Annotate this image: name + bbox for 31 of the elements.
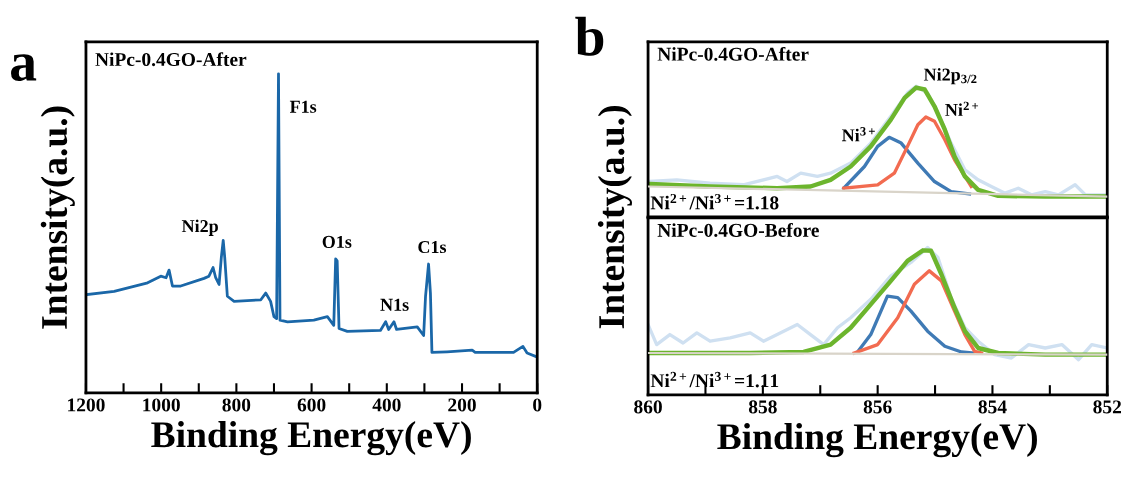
x-tick-label: 600	[297, 398, 326, 412]
annotation: Ni$^{2+}$/Ni$^{3+}$=1.11	[650, 371, 779, 388]
x-axis-title: Binding Energy(eV)	[717, 422, 1037, 458]
annotation: Ni$^{3+}$	[841, 127, 875, 142]
x-tick-label: 800	[222, 398, 251, 412]
text: NiPc-0.4GO-After	[95, 52, 247, 67]
y-axis-title: Intensity(a.u.)	[40, 106, 75, 329]
x-tick-label: 400	[372, 398, 401, 412]
annotation: F1s	[289, 100, 317, 113]
x-tick-label: 1200	[68, 398, 105, 412]
x-tick-label: 856	[863, 400, 892, 414]
x-tick-label: 854	[978, 400, 1007, 414]
text: NiPc-0.4GO-Before	[657, 223, 819, 237]
annotation: Ni$^{2+}$	[945, 101, 979, 116]
annotation: Ni2p$_{3/2}$	[923, 67, 977, 85]
x-tick-label: 0	[533, 398, 542, 412]
annotation: N1s	[380, 298, 409, 311]
x-tick-label: 858	[748, 400, 777, 414]
x-tick-label: 852	[1093, 400, 1121, 414]
chart-title: b	[575, 16, 604, 56]
y-axis-title: Intensity(a.u.)	[597, 106, 632, 329]
x-axis-title: Binding Energy(eV)	[151, 421, 471, 456]
annotation: C1s	[418, 240, 447, 254]
x-tick-label: 860	[634, 400, 662, 414]
annotation: Ni$^{2+}$/Ni$^{3+}$=1.18	[650, 193, 779, 210]
annotation: O1s	[322, 235, 352, 248]
x-tick-label: 200	[448, 398, 476, 412]
x-tick-label: 1000	[143, 398, 180, 412]
annotation: Ni2p	[181, 219, 218, 236]
text: NiPc-0.4GO-After	[657, 46, 809, 61]
chart-title: a	[11, 54, 37, 81]
